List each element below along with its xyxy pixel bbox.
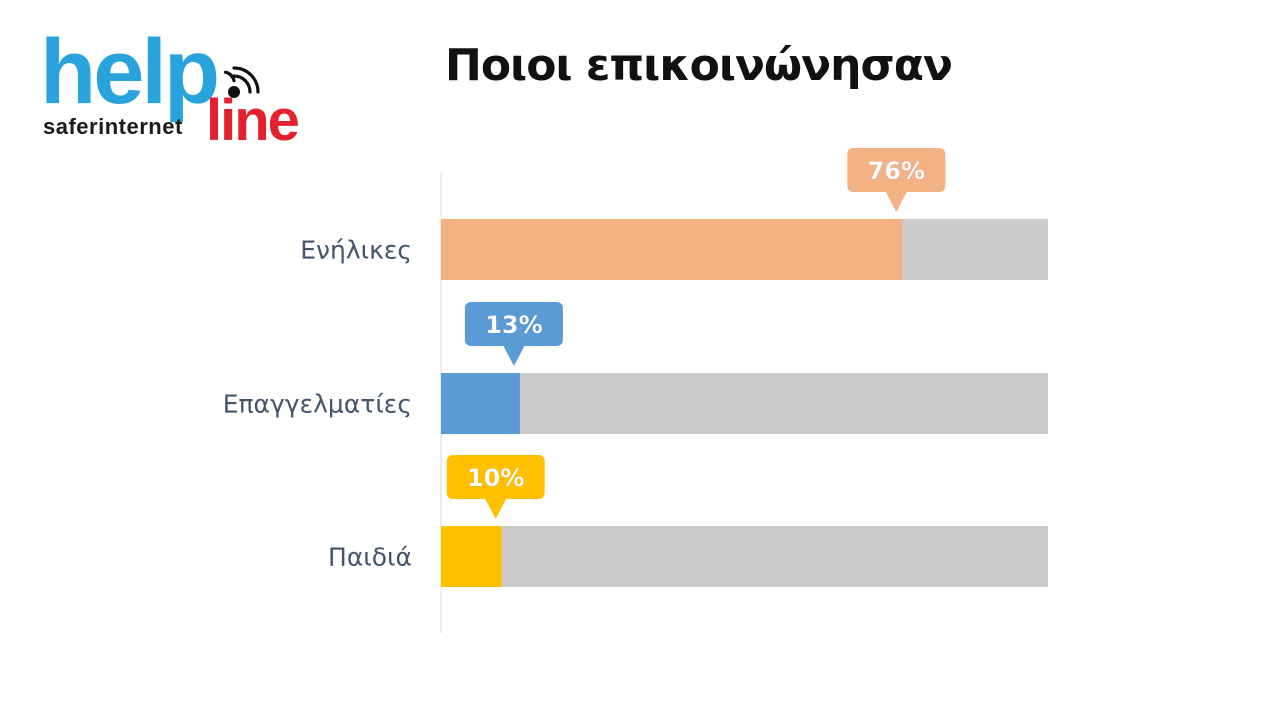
- bar: [441, 373, 520, 434]
- logo-saferinternet-text: saferinternet: [43, 114, 183, 139]
- data-label: 13%: [485, 311, 542, 339]
- data-label: 76%: [868, 157, 925, 185]
- page-title: Ποιοι επικοινώνησαν: [445, 40, 953, 91]
- bar: [441, 219, 903, 280]
- category-label: Παιδιά: [328, 543, 412, 572]
- signal-icon: [223, 66, 260, 98]
- category-label: Ενήλικες: [300, 236, 412, 265]
- callout-pointer: [502, 345, 525, 366]
- bar-track: [441, 526, 1048, 587]
- callout-pointer: [484, 498, 507, 519]
- logo-help-text: help: [40, 21, 220, 123]
- data-label-callout: [446, 455, 545, 499]
- helpline-logo: help saferinternet line: [40, 26, 315, 150]
- logo-line-text: line: [206, 88, 300, 153]
- bar-track: [441, 373, 1048, 434]
- callout-pointer: [885, 191, 908, 212]
- category-label: Επαγγελματίες: [223, 390, 412, 419]
- bar: [441, 526, 502, 587]
- data-label-callout: [464, 302, 563, 346]
- data-label-callout: [847, 148, 946, 192]
- data-label: 10%: [467, 464, 524, 492]
